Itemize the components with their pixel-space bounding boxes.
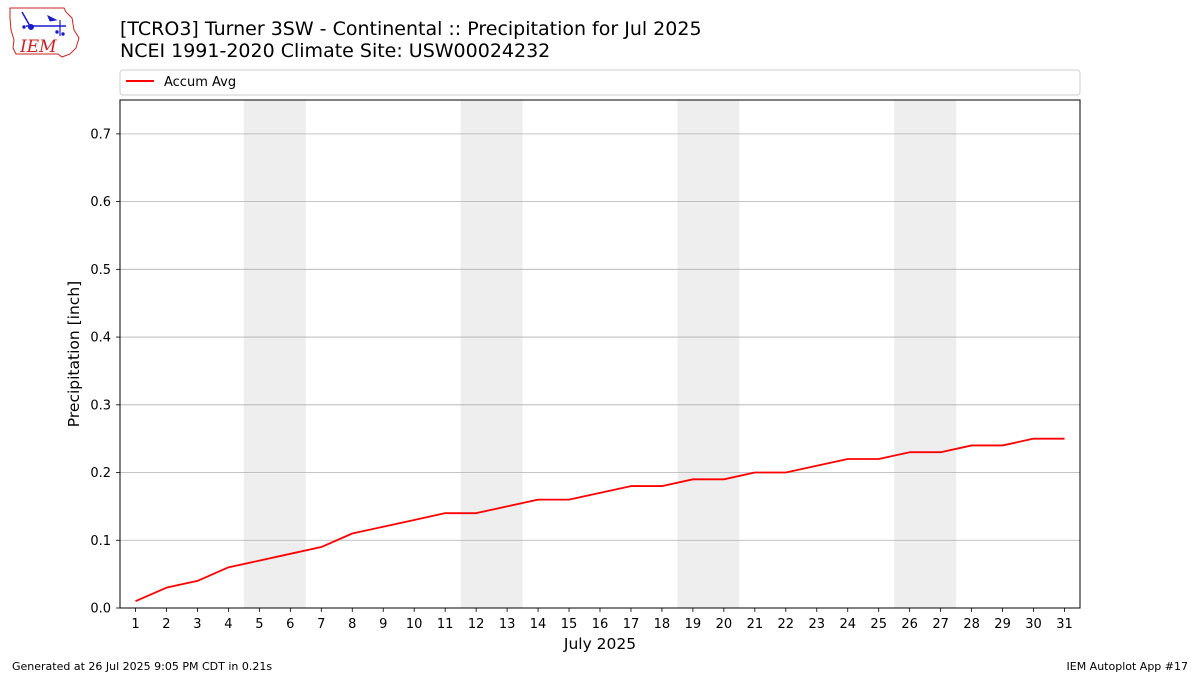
x-tick-label-9: 9: [379, 617, 387, 632]
x-tick-label-4: 4: [224, 617, 232, 632]
x-tick-label-29: 29: [994, 617, 1011, 632]
y-tick-label-1: 0.1: [90, 534, 111, 549]
x-tick-label-2: 2: [162, 617, 170, 632]
x-tick-label-26: 26: [901, 617, 918, 632]
x-axis-ticks: 1 2 3 4 5 6 7 8 9 10 11 12 13 14 15 16 17 18 19 20 21 22 23 24 2…: [131, 608, 1073, 632]
x-tick-label-23: 23: [809, 617, 826, 632]
y-tick-label-0: 0.0: [90, 602, 111, 617]
x-tick-label-27: 27: [932, 617, 949, 632]
x-tick-label-21: 21: [747, 617, 764, 632]
legend-entry-label: Accum Avg: [164, 75, 236, 90]
x-tick-label-17: 17: [623, 617, 640, 632]
x-tick-label-15: 15: [561, 617, 578, 632]
x-tick-label-25: 25: [870, 617, 887, 632]
x-tick-label-11: 11: [437, 617, 454, 632]
x-tick-label-10: 10: [406, 617, 423, 632]
y-tick-label-6: 0.6: [90, 195, 111, 210]
y-tick-label-4: 0.4: [90, 331, 111, 346]
legend: Accum Avg: [119, 69, 1081, 96]
series-line-accum-avg: [135, 437, 1065, 603]
weekend-shade-3: [677, 100, 740, 608]
x-tick-label-8: 8: [348, 617, 356, 632]
x-axis-label: July 2025: [563, 635, 636, 653]
x-tick-label-13: 13: [499, 617, 516, 632]
x-tick-label-30: 30: [1025, 617, 1042, 632]
x-tick-label-1: 1: [131, 617, 139, 632]
y-axis-label: Precipitation [inch]: [65, 281, 83, 427]
weather-vane-icon: [21, 11, 66, 36]
chart-title: [TCRO3] Turner 3SW - Continental :: Prec…: [120, 18, 702, 40]
x-tick-label-5: 5: [255, 617, 263, 632]
footer-app-id: IEM Autoplot App #17: [1067, 660, 1189, 673]
gridlines: [120, 133, 1080, 541]
footer-generated: Generated at 26 Jul 2025 9:05 PM CDT in …: [12, 660, 272, 673]
x-tick-label-20: 20: [716, 617, 733, 632]
weekend-shade-2: [460, 100, 523, 608]
legend-box: [119, 69, 1081, 96]
y-tick-label-5: 0.5: [90, 263, 111, 278]
x-tick-label-19: 19: [685, 617, 702, 632]
x-tick-label-16: 16: [592, 617, 609, 632]
x-tick-label-6: 6: [286, 617, 294, 632]
y-tick-label-2: 0.2: [90, 466, 111, 481]
x-tick-label-12: 12: [468, 617, 485, 632]
x-tick-label-28: 28: [963, 617, 980, 632]
x-tick-label-18: 18: [654, 617, 671, 632]
x-tick-label-22: 22: [778, 617, 795, 632]
weekend-shade-1: [243, 100, 306, 608]
x-tick-label-24: 24: [839, 617, 856, 632]
chart-subtitle: NCEI 1991-2020 Climate Site: USW00024232: [120, 40, 550, 62]
x-tick-label-3: 3: [193, 617, 201, 632]
weekend-shade-4: [894, 100, 957, 608]
weekend-shading: [243, 100, 957, 608]
x-tick-label-31: 31: [1056, 617, 1073, 632]
y-axis-ticks: 0.0 0.1 0.2 0.3 0.4 0.5 0.6 0.7: [90, 127, 120, 617]
iem-logo: IEM: [9, 7, 80, 58]
y-tick-label-7: 0.7: [90, 127, 111, 142]
x-tick-label-14: 14: [530, 617, 547, 632]
x-tick-label-7: 7: [317, 617, 325, 632]
y-tick-label-3: 0.3: [90, 398, 111, 413]
logo-text: IEM: [19, 37, 57, 57]
series-layer: [135, 437, 1065, 603]
